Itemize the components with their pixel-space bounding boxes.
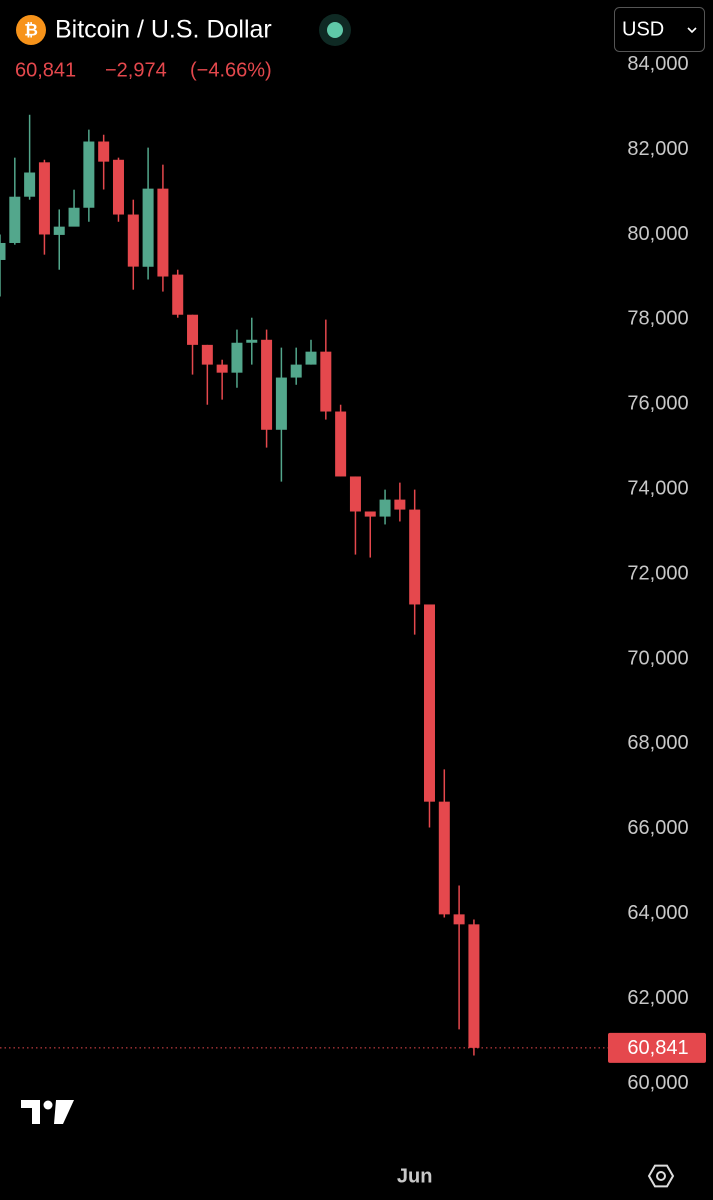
last-price-tag-label: 60,841	[627, 1037, 688, 1059]
candle-body	[438, 801, 450, 915]
y-tick-label: 80,000	[627, 223, 688, 245]
candle-body	[187, 314, 199, 345]
candle-body	[0, 242, 6, 260]
y-tick-label: 60,000	[627, 1072, 688, 1094]
header: ₿ Bitcoin / U.S. Dollar 60,841 −2,974 (−…	[15, 7, 705, 81]
candle-body	[394, 499, 406, 510]
candle-body	[24, 172, 36, 197]
candle-body	[468, 924, 480, 1048]
dropdown-arrow	[687, 27, 697, 34]
candle-body	[335, 411, 347, 477]
tradingview-logo	[21, 1100, 74, 1124]
candle-body	[38, 162, 50, 235]
x-tick-label: Jun	[397, 1165, 433, 1187]
y-tick-label: 74,000	[627, 477, 688, 499]
candle-body	[172, 274, 184, 315]
candle-body	[157, 188, 169, 277]
settings-icon-center[interactable]	[656, 1171, 666, 1181]
candle-body	[83, 141, 95, 208]
candle-body	[53, 226, 65, 235]
candle-body	[453, 914, 465, 925]
price-change-percent: (−4.66%)	[190, 59, 272, 81]
candle-body	[112, 159, 124, 215]
currency-label[interactable]: USD	[622, 18, 664, 40]
candle-body	[305, 351, 317, 365]
y-tick-label: 84,000	[627, 53, 688, 75]
plot: 60,000 62,000 64,000 66,000 68,000 70,000 72,0…	[0, 53, 706, 1187]
candle-body	[201, 344, 213, 365]
status-dot	[327, 22, 343, 38]
settings-icon[interactable]	[647, 1164, 675, 1188]
y-tick-label: 78,000	[627, 308, 688, 330]
candle-body	[423, 604, 435, 802]
candle-body	[275, 377, 287, 430]
y-tick-label: 76,000	[627, 393, 688, 415]
y-tick-label: 70,000	[627, 647, 688, 669]
chart-title: Bitcoin / U.S. Dollar	[55, 16, 272, 44]
bitcoin-icon	[16, 15, 46, 45]
y-tick-label: 62,000	[627, 987, 688, 1009]
candle-body	[290, 364, 302, 378]
y-tick-label: 72,000	[627, 562, 688, 584]
settings-button[interactable]	[647, 1164, 675, 1188]
last-price-tag	[608, 1032, 706, 1063]
candle-body	[261, 339, 273, 430]
candle-body	[142, 188, 154, 267]
candle-body	[216, 364, 228, 373]
logo-part	[43, 1100, 53, 1110]
candle-body	[379, 499, 391, 517]
candle-body	[9, 196, 21, 243]
candle-body	[68, 207, 80, 227]
currency-select[interactable]	[614, 7, 705, 52]
y-tick-label: 68,000	[627, 732, 688, 754]
candle-body	[364, 511, 376, 517]
last-price: 60,841	[15, 59, 76, 81]
candle-body	[98, 141, 110, 162]
y-tick-label: 82,000	[627, 138, 688, 160]
candle-body	[231, 342, 243, 373]
y-tick-label: 64,000	[627, 902, 688, 924]
logo-part	[54, 1100, 74, 1124]
candle-body	[320, 351, 332, 412]
candle-body	[246, 339, 258, 343]
candle-body	[127, 214, 139, 267]
bitcoin-symbol: ₿	[24, 20, 38, 39]
candle-body	[349, 476, 361, 512]
price-change: −2,974	[105, 59, 167, 81]
y-tick-label: 66,000	[627, 817, 688, 839]
candle-body	[409, 509, 421, 605]
logo-part	[21, 1100, 40, 1124]
